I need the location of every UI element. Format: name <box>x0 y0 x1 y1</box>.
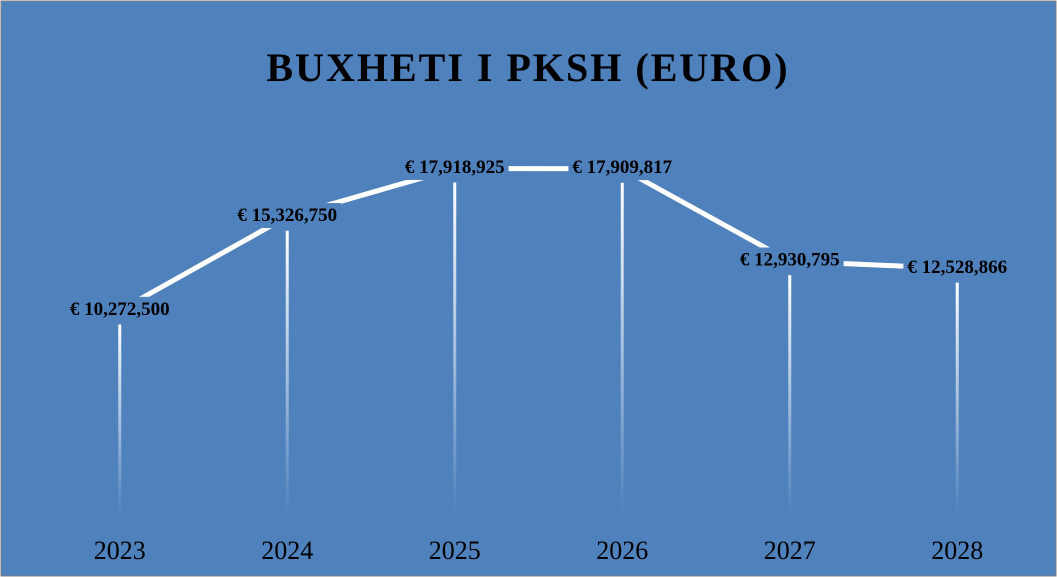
x-tick-label: 2023 <box>94 536 146 565</box>
data-label-background <box>568 155 677 181</box>
x-tick-label: 2025 <box>429 536 481 565</box>
data-label: € 12,930,795 <box>740 249 840 270</box>
data-label: € 15,326,750 <box>237 205 337 226</box>
x-tick-label: 2027 <box>764 536 816 565</box>
data-label-background <box>65 296 174 322</box>
data-label-background <box>400 154 509 180</box>
drop-line <box>788 275 792 515</box>
data-label: € 17,909,817 <box>572 157 672 178</box>
drop-line <box>620 182 624 515</box>
drop-line <box>453 182 457 515</box>
data-label-background <box>735 247 844 273</box>
chart-title: BUXHETI I PKSH (EURO) <box>266 45 789 90</box>
data-label: € 12,528,866 <box>907 257 1007 278</box>
x-tick-label: 2028 <box>931 536 983 565</box>
data-label: € 10,272,500 <box>70 299 170 320</box>
x-tick-label: 2024 <box>261 536 313 565</box>
x-tick-label: 2026 <box>596 536 648 565</box>
drop-line <box>955 282 959 515</box>
data-label: € 17,918,925 <box>405 157 505 178</box>
data-label-background <box>903 254 1012 280</box>
data-label-background <box>233 203 342 229</box>
drop-line <box>285 230 289 515</box>
drop-line <box>118 324 122 515</box>
